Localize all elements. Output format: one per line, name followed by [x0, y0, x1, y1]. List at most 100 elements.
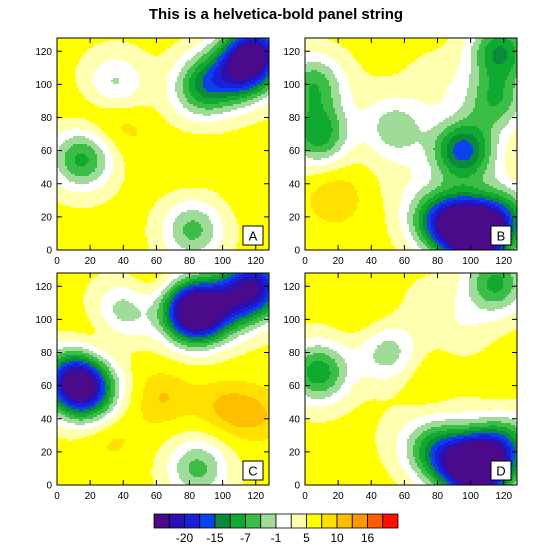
- y-tick-label: 120: [35, 282, 52, 293]
- y-tick-label: 0: [46, 481, 52, 492]
- x-tick-label: 0: [54, 256, 60, 267]
- x-tick-label: 80: [432, 491, 444, 502]
- y-tick-label: 40: [289, 414, 301, 425]
- x-tick-label: 100: [462, 491, 479, 502]
- colorbar-swatch: [351, 513, 368, 529]
- x-tick-label: 40: [118, 256, 130, 267]
- x-tick-label: 60: [151, 256, 163, 267]
- panels-group: 0 20 40 60 80 100 120 0 20 40 60 80 100 120 A 0 20 40 60 80…: [35, 37, 518, 502]
- colorbar-swatch: [153, 513, 170, 529]
- panel-C: 0 20 40 60 80 100 120 0 20 40 60 80 100 120 C: [35, 272, 270, 502]
- panel-label: C: [248, 464, 257, 479]
- panel-label-box: [490, 460, 512, 481]
- y-tick-label: 80: [41, 113, 53, 124]
- x-tick-label: 60: [399, 491, 411, 502]
- colorbar-swatch: [336, 513, 353, 529]
- y-tick-label: 40: [41, 414, 53, 425]
- y-tick-label: 20: [41, 212, 53, 223]
- y-tick-label: 100: [35, 315, 52, 326]
- x-tick-label: 40: [366, 256, 378, 267]
- panel-frame: [304, 37, 518, 251]
- y-tick-label: 120: [283, 282, 300, 293]
- x-tick-label: 40: [366, 491, 378, 502]
- figure-title: This is a helvetica-bold panel string: [148, 6, 404, 23]
- contour-field: [57, 38, 269, 250]
- colorbar-swatch: [306, 513, 323, 529]
- colorbar-swatch: [184, 513, 201, 529]
- panel-frame: [56, 272, 270, 486]
- y-tick-label: 80: [41, 348, 53, 359]
- colorbar-swatch: [290, 513, 307, 529]
- colorbar: -20 -15 -7 -1 5 10 16: [153, 513, 399, 545]
- x-tick-label: 60: [399, 256, 411, 267]
- panel-D: 0 20 40 60 80 100 120 0 20 40 60 80 100 120 D: [283, 272, 518, 502]
- colorbar-label: 5: [303, 531, 310, 545]
- y-tick-label: 120: [283, 47, 300, 58]
- x-tick-label: 120: [247, 256, 264, 267]
- contour-field: [305, 38, 517, 250]
- y-tick-label: 60: [41, 381, 53, 392]
- panel-label: B: [497, 229, 506, 244]
- y-tick-label: 20: [289, 447, 301, 458]
- y-tick-label: 0: [294, 481, 300, 492]
- y-tick-label: 100: [283, 315, 300, 326]
- y-tick-label: 100: [35, 80, 52, 91]
- panel-label-box: [242, 460, 264, 481]
- y-tick-label: 100: [283, 80, 300, 91]
- x-tick-label: 0: [302, 491, 308, 502]
- panel-label-box: [490, 225, 512, 246]
- y-tick-label: 0: [294, 246, 300, 257]
- y-tick-label: 80: [289, 113, 301, 124]
- x-tick-label: 20: [85, 491, 97, 502]
- colorbar-swatch: [275, 513, 292, 529]
- x-tick-label: 120: [247, 491, 264, 502]
- y-tick-label: 40: [289, 179, 301, 190]
- panel-label: D: [496, 464, 505, 479]
- x-tick-label: 100: [462, 256, 479, 267]
- x-tick-label: 20: [333, 256, 345, 267]
- panel-A: 0 20 40 60 80 100 120 0 20 40 60 80 100 120 A: [35, 37, 270, 267]
- colorbar-label: 16: [361, 531, 375, 545]
- x-tick-label: 80: [184, 256, 196, 267]
- x-tick-label: 100: [214, 491, 231, 502]
- y-tick-label: 60: [41, 146, 53, 157]
- x-tick-label: 100: [214, 256, 231, 267]
- y-tick-label: 0: [46, 246, 52, 257]
- y-tick-label: 60: [289, 146, 301, 157]
- contour-field: [305, 273, 517, 485]
- colorbar-swatch: [229, 513, 246, 529]
- x-tick-label: 40: [118, 491, 130, 502]
- x-tick-label: 0: [302, 256, 308, 267]
- colorbar-swatch: [367, 513, 384, 529]
- colorbar-label: -1: [271, 531, 282, 545]
- x-tick-label: 80: [184, 491, 196, 502]
- panel-frame: [304, 272, 518, 486]
- panel-label-box: [242, 225, 264, 246]
- x-tick-label: 20: [85, 256, 97, 267]
- x-tick-label: 20: [333, 491, 345, 502]
- colorbar-swatch: [168, 513, 185, 529]
- colorbar-label: 10: [330, 531, 344, 545]
- colorbar-label: -15: [206, 531, 224, 545]
- y-tick-label: 80: [289, 348, 301, 359]
- colorbar-label: -7: [240, 531, 251, 545]
- x-tick-label: 120: [495, 491, 512, 502]
- panel-frame: [56, 37, 270, 251]
- colorbar-swatch: [245, 513, 262, 529]
- colorbar-swatch: [321, 513, 338, 529]
- colorbar-swatch: [260, 513, 277, 529]
- y-tick-label: 60: [289, 381, 301, 392]
- contour-field: [57, 273, 269, 485]
- colorbar-swatch: [199, 513, 216, 529]
- x-tick-label: 0: [54, 491, 60, 502]
- x-tick-label: 80: [432, 256, 444, 267]
- x-tick-label: 120: [495, 256, 512, 267]
- y-tick-label: 40: [41, 179, 53, 190]
- y-tick-label: 20: [289, 212, 301, 223]
- y-tick-label: 20: [41, 447, 53, 458]
- y-tick-label: 120: [35, 47, 52, 58]
- colorbar-label: -20: [176, 531, 194, 545]
- colorbar-swatch: [214, 513, 231, 529]
- panel-B: 0 20 40 60 80 100 120 0 20 40 60 80 100 120 B: [283, 37, 518, 267]
